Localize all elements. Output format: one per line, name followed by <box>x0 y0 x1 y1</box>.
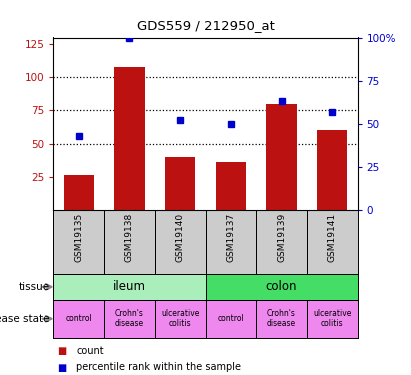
Text: percentile rank within the sample: percentile rank within the sample <box>76 363 241 372</box>
Bar <box>165 157 195 210</box>
Bar <box>256 210 307 274</box>
Text: ulcerative
colitis: ulcerative colitis <box>161 309 199 328</box>
Bar <box>307 300 358 338</box>
Text: ■: ■ <box>58 346 67 355</box>
Text: count: count <box>76 346 104 355</box>
Text: GSM19137: GSM19137 <box>226 213 236 262</box>
Bar <box>206 274 358 300</box>
Text: control: control <box>65 314 92 323</box>
Bar <box>307 210 358 274</box>
Bar <box>206 210 256 274</box>
Bar <box>64 176 94 210</box>
Bar <box>53 300 104 338</box>
Text: Crohn's
disease: Crohn's disease <box>267 309 296 328</box>
Text: Crohn's
disease: Crohn's disease <box>115 309 144 328</box>
Text: GSM19135: GSM19135 <box>74 213 83 262</box>
Text: GSM19140: GSM19140 <box>175 213 185 262</box>
Bar <box>266 104 297 210</box>
Text: ■: ■ <box>58 363 67 372</box>
Text: colon: colon <box>266 280 297 293</box>
Bar <box>53 274 206 300</box>
Bar <box>104 300 155 338</box>
Bar <box>155 210 206 274</box>
Text: control: control <box>217 314 244 323</box>
Text: ileum: ileum <box>113 280 146 293</box>
Text: tissue: tissue <box>18 282 49 292</box>
Bar <box>155 300 206 338</box>
Text: GSM19141: GSM19141 <box>328 213 337 262</box>
Text: GSM19139: GSM19139 <box>277 213 286 262</box>
Text: ulcerative
colitis: ulcerative colitis <box>313 309 351 328</box>
Text: disease state: disease state <box>0 314 49 324</box>
Bar <box>104 210 155 274</box>
Bar <box>206 300 256 338</box>
Text: GDS559 / 212950_at: GDS559 / 212950_at <box>136 19 275 32</box>
Bar <box>256 300 307 338</box>
Bar <box>216 162 246 210</box>
Text: GSM19138: GSM19138 <box>125 213 134 262</box>
Bar <box>114 67 145 210</box>
Bar <box>53 210 104 274</box>
Bar <box>317 130 347 210</box>
